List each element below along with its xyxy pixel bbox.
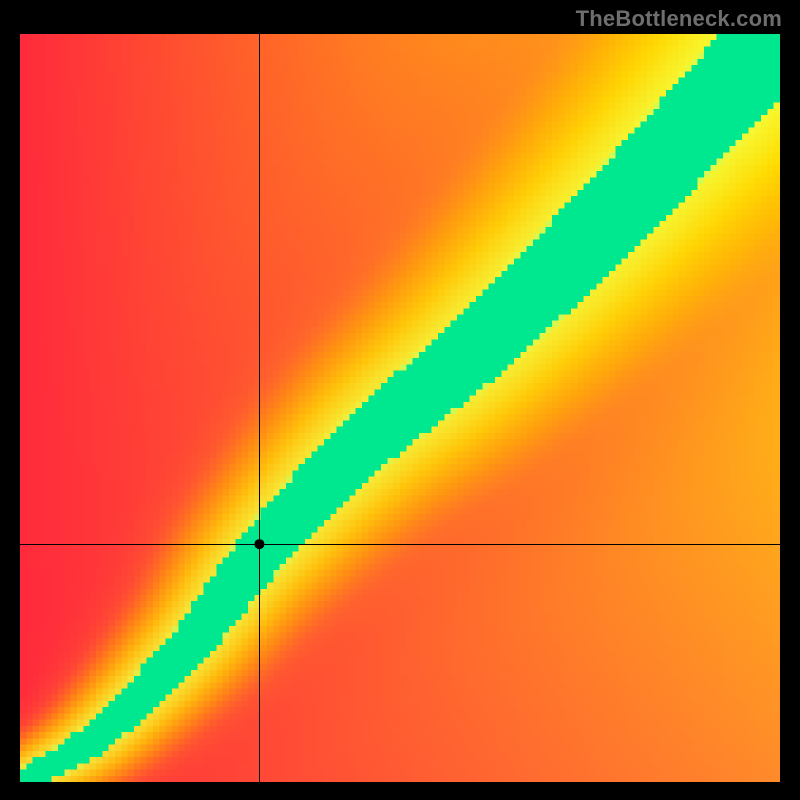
- plot-area: [20, 34, 780, 782]
- overlay-canvas: [20, 34, 780, 782]
- watermark-text: TheBottleneck.com: [576, 6, 782, 32]
